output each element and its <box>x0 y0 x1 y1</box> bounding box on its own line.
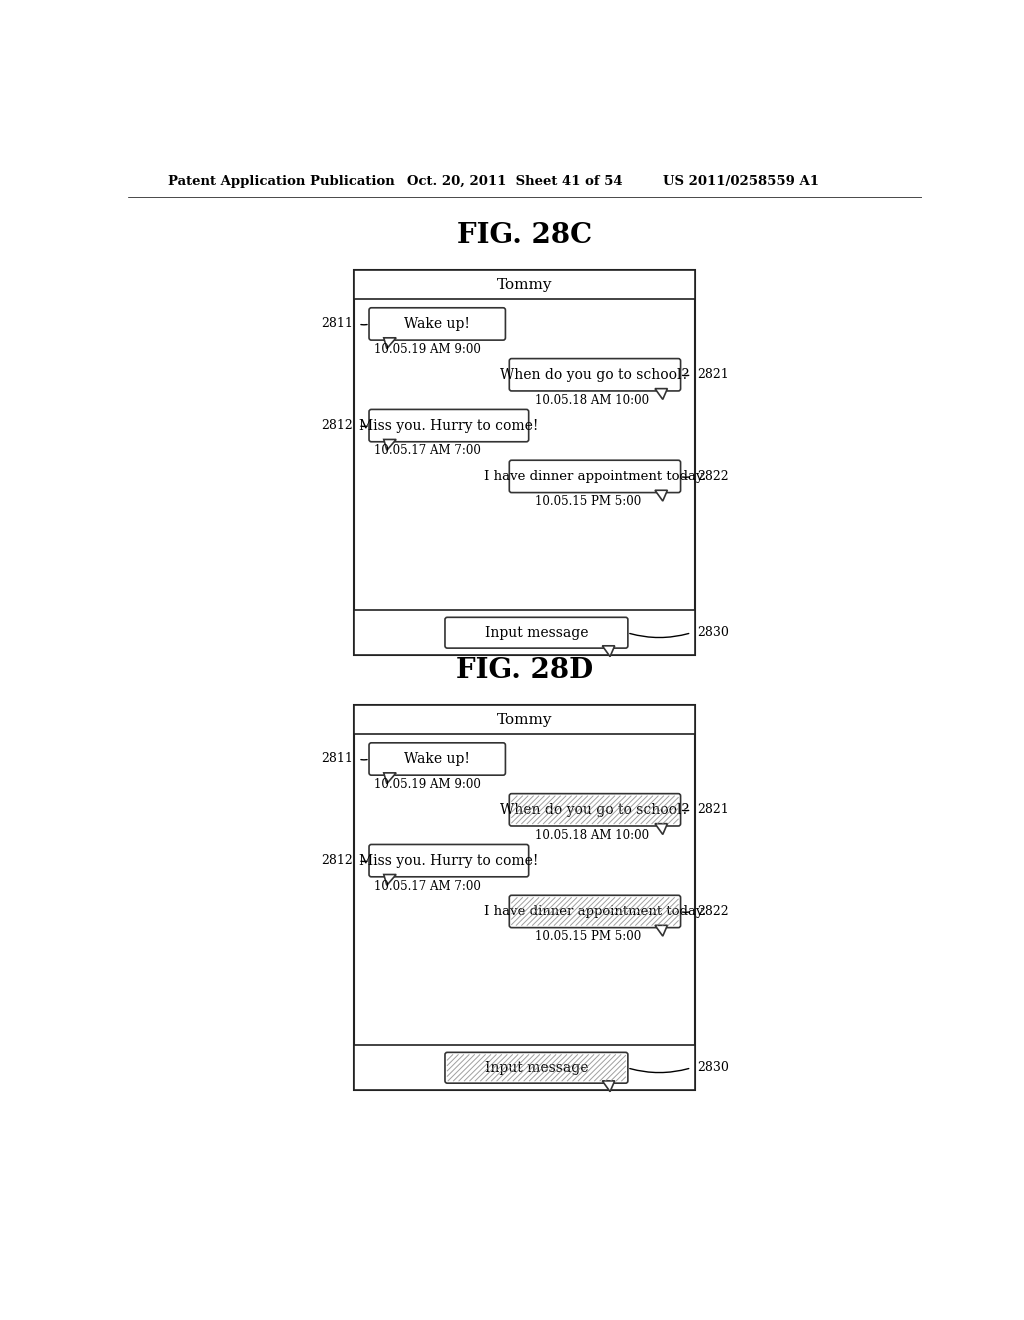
FancyBboxPatch shape <box>509 359 681 391</box>
Text: FIG. 28C: FIG. 28C <box>458 222 592 249</box>
Polygon shape <box>655 490 668 502</box>
Bar <box>354 271 695 300</box>
Text: Input message: Input message <box>484 1061 588 1074</box>
Text: 10.05.17 AM 7:00: 10.05.17 AM 7:00 <box>375 879 481 892</box>
Text: 10.05.15 PM 5:00: 10.05.15 PM 5:00 <box>535 931 641 944</box>
Text: I have dinner appointment today.: I have dinner appointment today. <box>484 470 706 483</box>
Polygon shape <box>655 388 668 400</box>
Text: 2812: 2812 <box>321 854 352 867</box>
Text: Wake up!: Wake up! <box>404 752 470 766</box>
Bar <box>354 1045 695 1090</box>
FancyBboxPatch shape <box>369 845 528 876</box>
Text: 10.05.18 AM 10:00: 10.05.18 AM 10:00 <box>535 393 649 407</box>
Polygon shape <box>384 440 396 450</box>
Bar <box>354 271 695 655</box>
Text: Tommy: Tommy <box>497 713 553 727</box>
Text: Patent Application Publication: Patent Application Publication <box>168 176 395 187</box>
Text: When do you go to school?: When do you go to school? <box>501 368 689 381</box>
FancyBboxPatch shape <box>445 1052 628 1084</box>
Text: 2811: 2811 <box>321 317 352 330</box>
Text: 2830: 2830 <box>697 626 729 639</box>
Text: Wake up!: Wake up! <box>404 317 470 331</box>
Text: 10.05.18 AM 10:00: 10.05.18 AM 10:00 <box>535 829 649 842</box>
Text: When do you go to school?: When do you go to school? <box>501 803 689 817</box>
Polygon shape <box>602 1081 614 1092</box>
Bar <box>354 705 695 734</box>
Polygon shape <box>384 875 396 886</box>
Text: 10.05.15 PM 5:00: 10.05.15 PM 5:00 <box>535 495 641 508</box>
FancyBboxPatch shape <box>445 618 628 648</box>
Bar <box>354 705 695 1090</box>
Text: 2830: 2830 <box>697 1061 729 1074</box>
Polygon shape <box>655 925 668 936</box>
Text: 2822: 2822 <box>697 906 728 917</box>
Text: Miss you. Hurry to come!: Miss you. Hurry to come! <box>359 854 539 867</box>
FancyBboxPatch shape <box>509 895 681 928</box>
Text: 2821: 2821 <box>697 804 729 816</box>
FancyBboxPatch shape <box>369 308 506 341</box>
Polygon shape <box>384 774 396 784</box>
Text: 2812: 2812 <box>321 418 352 432</box>
Bar <box>354 610 695 655</box>
Text: 10.05.17 AM 7:00: 10.05.17 AM 7:00 <box>375 445 481 458</box>
Text: FIG. 28D: FIG. 28D <box>457 657 593 684</box>
Text: 10.05.19 AM 9:00: 10.05.19 AM 9:00 <box>375 777 481 791</box>
Text: Input message: Input message <box>484 626 588 640</box>
Polygon shape <box>655 824 668 834</box>
Text: US 2011/0258559 A1: US 2011/0258559 A1 <box>663 176 819 187</box>
Text: 2822: 2822 <box>697 470 728 483</box>
Polygon shape <box>602 645 614 656</box>
FancyBboxPatch shape <box>509 461 681 492</box>
Text: I have dinner appointment today.: I have dinner appointment today. <box>484 906 706 917</box>
FancyBboxPatch shape <box>369 743 506 775</box>
Text: 2821: 2821 <box>697 368 729 381</box>
Text: Tommy: Tommy <box>497 277 553 292</box>
Text: Miss you. Hurry to come!: Miss you. Hurry to come! <box>359 418 539 433</box>
Text: 10.05.19 AM 9:00: 10.05.19 AM 9:00 <box>375 343 481 356</box>
FancyBboxPatch shape <box>369 409 528 442</box>
FancyBboxPatch shape <box>509 793 681 826</box>
Text: 2811: 2811 <box>321 752 352 766</box>
Polygon shape <box>384 338 396 348</box>
Text: Oct. 20, 2011  Sheet 41 of 54: Oct. 20, 2011 Sheet 41 of 54 <box>407 176 623 187</box>
